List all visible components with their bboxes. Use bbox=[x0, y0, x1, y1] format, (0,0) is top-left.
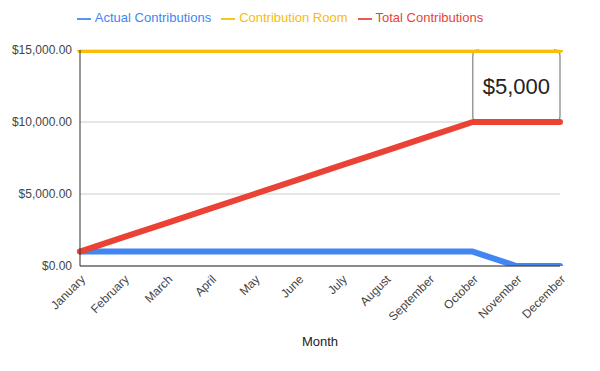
svg-text:October: October bbox=[441, 272, 481, 312]
svg-text:February: February bbox=[88, 272, 132, 316]
svg-text:August: August bbox=[357, 272, 394, 309]
html-text:Total Contributions: Total Contributions bbox=[375, 10, 484, 25]
html-text:Actual Contributions: Actual Contributions bbox=[94, 10, 212, 25]
svg-text:December: December bbox=[519, 272, 568, 321]
svg-text:April: April bbox=[192, 272, 219, 299]
svg-text:March: March bbox=[142, 272, 175, 305]
html-text:Contribution Room: Contribution Room bbox=[239, 10, 348, 25]
svg-text:$5,000.00: $5,000.00 bbox=[19, 187, 73, 201]
svg-text:May: May bbox=[237, 272, 263, 298]
svg-text:$15,000.00: $15,000.00 bbox=[12, 43, 72, 57]
svg-text:January: January bbox=[48, 272, 88, 312]
svg-text:June: June bbox=[278, 272, 307, 301]
svg-text:July: July bbox=[325, 272, 350, 297]
svg-text:$0.00: $0.00 bbox=[42, 259, 72, 273]
svg-text:Month: Month bbox=[302, 334, 338, 349]
svg-text:$10,000.00: $10,000.00 bbox=[12, 115, 72, 129]
svg-text:$5,000: $5,000 bbox=[483, 74, 550, 99]
svg-text:November: November bbox=[475, 272, 524, 321]
svg-text:September: September bbox=[386, 272, 437, 323]
